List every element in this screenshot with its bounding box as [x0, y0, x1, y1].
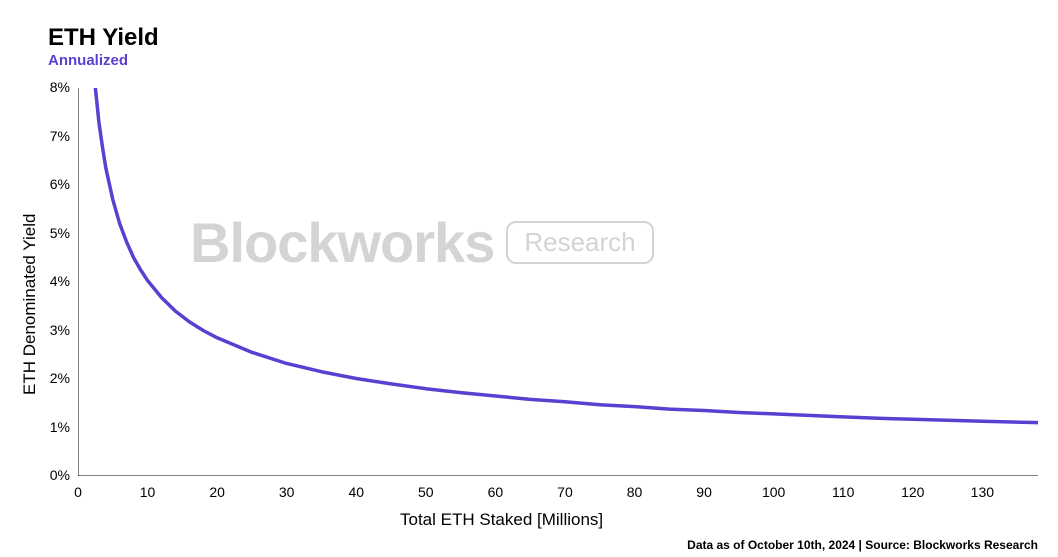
chart-subtitle: Annualized — [48, 52, 128, 69]
x-tick-label: 100 — [759, 484, 789, 500]
y-tick-label: 5% — [42, 225, 70, 241]
x-tick-label: 40 — [341, 484, 371, 500]
y-tick-label: 0% — [42, 467, 70, 483]
y-tick-label: 6% — [42, 176, 70, 192]
x-tick-label: 120 — [898, 484, 928, 500]
x-tick-label: 70 — [550, 484, 580, 500]
plot-area — [78, 88, 1038, 476]
footer-text: Data as of October 10th, 2024 | Source: … — [687, 538, 1038, 552]
y-tick-label: 1% — [42, 419, 70, 435]
y-tick-label: 2% — [42, 370, 70, 386]
x-tick-label: 110 — [828, 484, 858, 500]
x-tick-label: 50 — [411, 484, 441, 500]
x-tick-label: 10 — [133, 484, 163, 500]
y-tick-label: 8% — [42, 79, 70, 95]
y-axis-label: ETH Denominated Yield — [20, 214, 40, 395]
x-tick-label: 30 — [272, 484, 302, 500]
x-tick-label: 130 — [967, 484, 997, 500]
y-tick-label: 7% — [42, 128, 70, 144]
x-tick-label: 20 — [202, 484, 232, 500]
x-tick-label: 0 — [63, 484, 93, 500]
y-tick-label: 3% — [42, 322, 70, 338]
y-tick-label: 4% — [42, 273, 70, 289]
x-tick-label: 90 — [689, 484, 719, 500]
x-tick-label: 60 — [480, 484, 510, 500]
chart-title: ETH Yield — [48, 24, 159, 52]
x-tick-label: 80 — [620, 484, 650, 500]
x-axis-label: Total ETH Staked [Millions] — [400, 510, 603, 530]
